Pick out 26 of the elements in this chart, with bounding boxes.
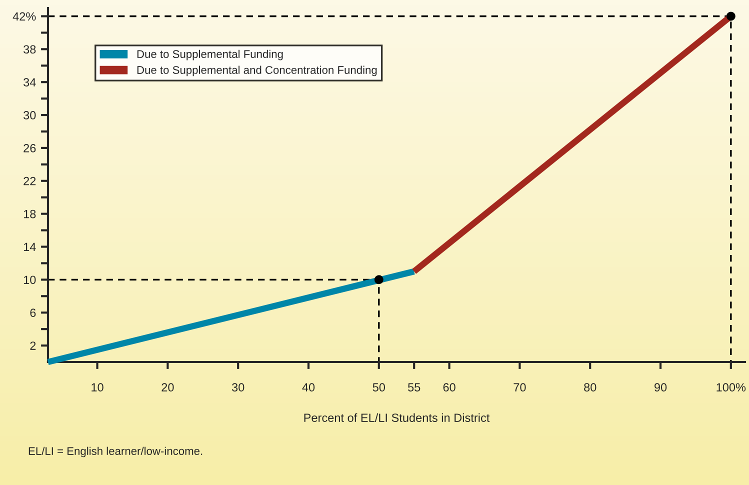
x-tick-label: 100% [716,383,746,392]
y-tick-label: 26 [24,144,36,152]
x-axis-title: Percent of EL/LI Students in District [304,413,490,422]
y-tick-label: 34 [24,78,36,86]
y-tick-label: 10 [24,276,36,284]
y-tick-label: 6 [30,308,36,317]
x-tick-label: 70 [514,383,526,392]
x-tick-label: 55 [408,383,420,392]
y-tick-label: 42% [12,12,36,21]
x-tick-label: 90 [654,383,667,392]
y-tick-label: 30 [24,111,36,120]
x-tick-label: 40 [302,383,315,392]
y-tick-label: 14 [24,242,36,252]
legend-label: Due to Supplemental Funding [137,50,283,60]
legend-label: Due to Supplemental and Concentration Funding [137,66,377,76]
y-tick-label: 2 [30,342,36,350]
y-tick-label: 18 [24,210,36,218]
x-tick-label: 60 [443,383,456,392]
y-tick-label: 22 [24,176,36,186]
x-tick-label: 30 [232,383,244,392]
x-tick-label: 20 [162,383,174,392]
text: EL/LI = English learner/low-income. [28,446,202,458]
x-tick-label: 80 [584,383,596,392]
y-tick-label: 38 [24,45,36,54]
x-tick-label: 50 [372,383,386,392]
x-tick-label: 10 [92,383,104,392]
